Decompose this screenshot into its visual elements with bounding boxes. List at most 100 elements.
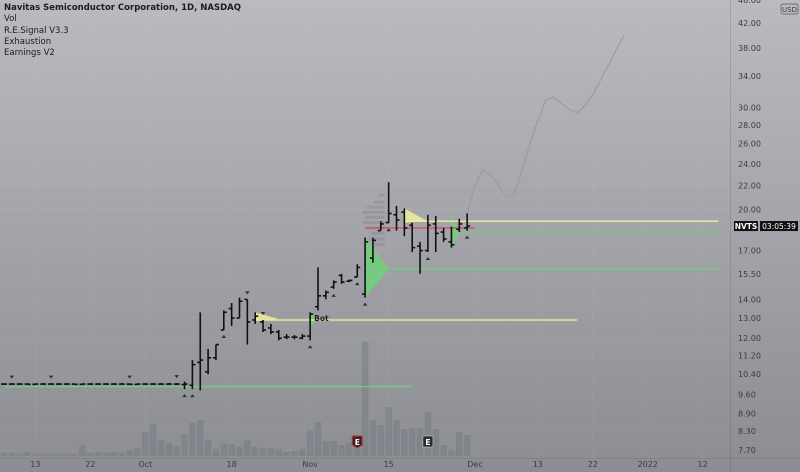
price-tick-label: 14.00 — [738, 295, 761, 304]
ohlc-bar — [267, 323, 274, 335]
green-triangle — [451, 216, 460, 251]
price-tick-label: 30.00 — [738, 104, 761, 113]
earnings-marker[interactable]: E — [351, 435, 363, 449]
ohlc-bar — [393, 205, 400, 231]
ohlc-bar — [205, 348, 212, 375]
volume-profile-row — [378, 193, 385, 197]
volume-profile-row — [371, 231, 385, 235]
volume-profile-row — [374, 243, 385, 247]
volume-bar — [275, 449, 283, 456]
ohlc-bar — [173, 383, 180, 386]
volume-bar — [220, 443, 228, 456]
volume-bar — [157, 440, 165, 456]
volume-bar — [134, 448, 141, 456]
volume-bar — [463, 435, 471, 456]
ohlc-bar — [315, 267, 321, 311]
price-tick-label: 42.00 — [738, 19, 761, 28]
ohlc-bar — [16, 383, 23, 385]
earnings-marker[interactable]: E — [422, 435, 434, 448]
projection-line — [466, 34, 625, 214]
volume-bar — [322, 441, 330, 456]
signal-up-icon — [221, 334, 227, 338]
volume-bar — [102, 453, 110, 456]
last-price-label: NVTS 03:05:39 — [734, 221, 798, 232]
price-tick-label: 13.00 — [738, 314, 761, 323]
indicator-earnings[interactable]: Earnings V2 — [4, 48, 55, 59]
price-tick-label: 20.00 — [738, 206, 761, 215]
price-axis[interactable]: 46.00 42.00 38.00 34.00 30.00 28.00 26.00 24.00… — [738, 0, 761, 455]
ohlc-bar — [448, 226, 455, 248]
volume-bar — [314, 422, 322, 456]
ohlc-bar — [401, 208, 408, 237]
indicator-re-signal[interactable]: R.E.Signal V3.3 — [4, 25, 69, 36]
date-tick-label: 22 — [588, 460, 598, 469]
grid — [0, 0, 730, 458]
volume-bar — [306, 430, 314, 456]
price-tick-label: 17.00 — [738, 247, 761, 256]
volume-bar — [71, 454, 78, 456]
volume-bar — [244, 440, 251, 456]
volume-bar — [456, 432, 463, 456]
currency-badge[interactable]: USD — [780, 3, 799, 15]
chart-title[interactable]: Navitas Semiconductor Corporation, 1D, N… — [4, 3, 241, 13]
date-tick-label: 18 — [227, 460, 237, 469]
yellow-triangle — [404, 208, 428, 223]
price-tick-label: 12.00 — [738, 334, 761, 343]
ohlc-bar — [432, 216, 439, 253]
volume-bar — [39, 454, 47, 456]
volume-bar — [55, 454, 63, 456]
ohlc-bar — [165, 383, 172, 385]
ohlc-bar — [118, 383, 125, 385]
signal-down-icon — [245, 291, 250, 295]
price-tick-label: 34.00 — [738, 72, 761, 81]
signal-up-icon — [386, 228, 391, 232]
indicator-vol[interactable]: Vol — [4, 14, 17, 25]
ohlc-bar — [189, 360, 196, 390]
volume-bar — [87, 453, 94, 456]
volume-bar — [251, 447, 259, 456]
ohlc-bar — [244, 298, 251, 345]
volume-bar — [94, 452, 102, 456]
volume-bar — [432, 429, 440, 456]
signal-up-icon — [190, 394, 195, 398]
volume-profile-row — [367, 205, 385, 209]
level-lines — [4, 220, 719, 388]
bot-label: Bot — [314, 314, 329, 323]
price-tick-label: 7.70 — [738, 446, 756, 455]
time-axis[interactable]: 13 22 Oct 18 Nov 15 Dec 13 22 2022 12 — [30, 460, 707, 469]
price-tick-label: 8.90 — [738, 409, 756, 418]
date-tick-label: Oct — [138, 460, 152, 469]
date-tick-label: 12 — [698, 460, 708, 469]
yellow-triangle — [255, 312, 279, 321]
currency-label: USD — [782, 6, 797, 14]
price-tick-label: 24.00 — [738, 160, 761, 169]
volume-bar — [8, 453, 16, 456]
earnings-badge-icon — [422, 435, 434, 448]
volume-bar — [440, 445, 447, 456]
ohlc-bar — [369, 237, 376, 263]
earnings-label: E — [355, 438, 360, 447]
signal-up-icon — [425, 257, 431, 261]
ohlc-bar — [8, 383, 15, 385]
volume-bar — [291, 451, 298, 456]
date-tick-label: 13 — [533, 460, 543, 469]
volume-bar — [204, 440, 212, 456]
ohlc-bar — [283, 334, 290, 340]
ohlc-bar — [464, 213, 471, 231]
volume-bar — [330, 441, 337, 456]
ohlc-bar — [260, 319, 267, 332]
volume-bar — [173, 446, 180, 456]
indicator-exhaustion[interactable]: Exhaustion — [4, 36, 52, 47]
ohlc-bar — [322, 290, 329, 300]
volume-bar — [283, 452, 290, 456]
signal-down-icon — [174, 375, 179, 379]
ohlc-bar — [291, 335, 298, 340]
ohlc-bar — [32, 383, 39, 386]
price-tick-label: 22.00 — [738, 182, 761, 191]
volume-bar — [149, 424, 157, 456]
volume-bar — [228, 444, 235, 456]
date-tick-label: Nov — [302, 460, 318, 469]
volume-bar — [142, 432, 149, 456]
